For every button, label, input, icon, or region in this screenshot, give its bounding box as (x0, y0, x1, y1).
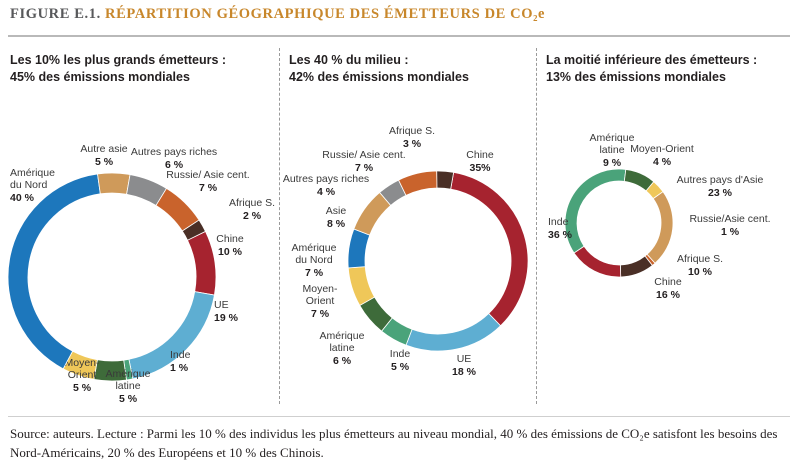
label-ue: UE 19 % (214, 299, 239, 324)
label-autres-pays-d-asie: Autres pays d'Asie 23 % (677, 174, 764, 199)
panel-title-middle40: Les 40 % du milieu : 42% des émissions m… (289, 52, 469, 86)
value-asie: 8 % (327, 218, 346, 230)
title-rule (8, 35, 790, 37)
slice-afrique-s (181, 219, 207, 241)
label-chine: Chine 16 % (654, 276, 682, 301)
label-amerique-latine: Amérique latine 6 % (320, 330, 365, 367)
slice-amerique-latine (623, 168, 655, 192)
value-afrique-s: 3 % (403, 138, 422, 150)
label-chine: Chine 35% (466, 149, 494, 174)
label-inde: Inde 1 % (170, 349, 191, 374)
value-amerique-latine: 5 % (119, 393, 138, 405)
value-inde: 5 % (391, 361, 410, 373)
value-chine: 10 % (218, 246, 243, 258)
figure-title: FIGURE E.1. RÉPARTITION GÉOGRAPHIQUE DES… (10, 6, 790, 23)
slice-moyen-orient (347, 266, 376, 307)
value-chine: 16 % (656, 289, 681, 301)
label-russie-asie-cent: Russie/ Asie cent. 7 % (166, 169, 249, 194)
source-rule (8, 416, 790, 417)
label-afrique-s: Afrique S. 3 % (389, 125, 435, 150)
value-autres-pays-riches: 6 % (165, 159, 184, 171)
slice-afrique-s (436, 170, 455, 190)
slice-russie-asie-cent (398, 170, 438, 196)
value-autre-asie: 5 % (95, 156, 114, 168)
donut-chart-3: Moyen-Orient 4 % Autres pays d'Asie 23 % Rus… (548, 132, 771, 301)
panel-middle40-title: Les 40 % du milieu : (289, 53, 409, 67)
panel-title-top10: Les 10% les plus grands émetteurs : 45% … (10, 52, 226, 86)
slice-afrique-s (619, 255, 653, 278)
panel-bottom50-subtitle: 13% des émissions mondiales (546, 70, 726, 84)
label-russie-asie-cent: Russie/ Asie cent. 7 % (322, 149, 405, 174)
value-afrique-s: 2 % (243, 210, 262, 222)
slice-chine (573, 245, 622, 278)
label-chine: Chine 10 % (216, 233, 244, 258)
label-autres-pays-riches: Autres pays riches 4 % (283, 173, 369, 198)
figure-heading: RÉPARTITION GÉOGRAPHIQUE DES ÉMETTEURS D… (105, 6, 546, 22)
label-afrique-s: Afrique S. 10 % (677, 253, 723, 278)
label-asie: Asie 8 % (326, 205, 347, 230)
panel-divider-2 (536, 48, 537, 404)
slice-chine (186, 230, 217, 296)
label-amerique-du-nord: Amérique du Nord 7 % (292, 242, 337, 279)
label-amerique-latine: Amérique latine 9 % (590, 132, 635, 169)
value-chine: 35% (469, 162, 491, 174)
value-autres-pays-d-asie: 23 % (708, 187, 733, 199)
panel-bottom50-title: La moitié inférieure des émetteurs : (546, 53, 758, 67)
value-russie-asie-cent: 1 % (721, 226, 740, 238)
donut-chart-1: Chine 10 % UE 19 % Inde 1 % Amérique latine 5 %M… (7, 143, 275, 405)
panel-middle40-subtitle: 42% des émissions mondiales (289, 70, 469, 84)
label-amerique-du-nord: Amérique du Nord 40 % (10, 167, 55, 204)
label-amerique-latine: Amérique latine 5 % (106, 368, 151, 405)
value-amerique-latine: 9 % (603, 157, 622, 169)
slice-ue (405, 312, 502, 352)
value-ue: 18 % (452, 366, 477, 378)
label-ue: UE 18 % (452, 353, 477, 378)
slice-autre-asie (97, 172, 131, 195)
panel-divider-1 (279, 48, 280, 404)
label-moyen-orient: Moyen-Orient 5 % (64, 357, 100, 394)
label-russie-asie-cent: Russie/Asie cent. 1 % (689, 213, 770, 238)
slice-autres-pays-d-asie (646, 191, 674, 264)
value-russie-asie-cent: 7 % (355, 162, 374, 174)
label-autres-pays-riches: Autres pays riches 6 % (131, 146, 217, 171)
label-moyen-orient: Moyen-Orient 4 % (630, 143, 694, 168)
slice-inde (564, 168, 627, 254)
figure-number: FIGURE E.1. (10, 6, 101, 22)
value-amerique-du-nord: 7 % (305, 267, 324, 279)
source-note: Source: auteurs. Lecture : Parmi les 10 … (10, 426, 778, 460)
label-moyen-orient: Moyen-Orient 7 % (302, 283, 338, 320)
label-afrique-s: Afrique S. 2 % (229, 197, 275, 222)
value-ue: 19 % (214, 312, 239, 324)
value-afrique-s: 10 % (688, 266, 713, 278)
value-inde: 36 % (548, 229, 573, 241)
value-moyen-orient: 4 % (653, 156, 672, 168)
donut-chart-2: Chine 35% UE 18 % Inde 5 % Amérique latine 6 % Mo… (283, 125, 529, 378)
value-autres-pays-riches: 4 % (317, 186, 336, 198)
slice-chine (450, 171, 529, 327)
label-inde: Inde 5 % (390, 348, 411, 373)
value-amerique-du-nord: 40 % (10, 192, 35, 204)
value-inde: 1 % (170, 362, 189, 374)
value-moyen-orient: 5 % (73, 382, 92, 394)
panel-top10-title: Les 10% les plus grands émetteurs : (10, 53, 227, 67)
panel-title-bottom50: La moitié inférieure des émetteurs : 13%… (546, 52, 757, 86)
value-russie-asie-cent: 7 % (199, 182, 218, 194)
value-moyen-orient: 7 % (311, 308, 330, 320)
value-amerique-latine: 6 % (333, 355, 352, 367)
panel-top10-subtitle: 45% des émissions mondiales (10, 70, 190, 84)
label-inde: Inde 36 % (548, 216, 573, 241)
slice-amerique-du-nord (347, 228, 371, 269)
label-autre-asie: Autre asie 5 % (80, 143, 127, 168)
